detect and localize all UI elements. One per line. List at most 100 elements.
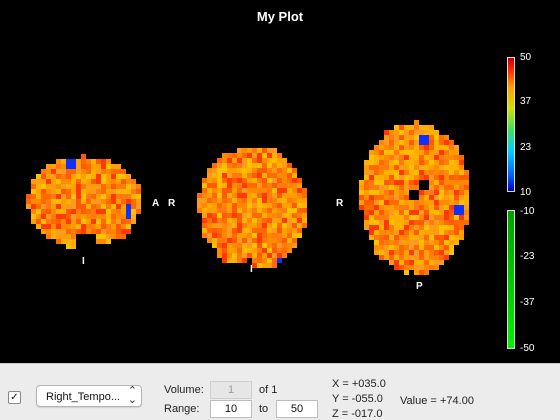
activation-voxel [419,255,424,260]
activation-voxel [414,150,419,155]
activation-voxel [262,253,267,258]
activation-voxel [449,235,454,240]
activation-voxel [272,213,277,218]
activation-voxel [384,135,389,140]
activation-voxel [116,214,121,219]
activation-voxel [252,208,257,213]
activation-voxel [404,265,409,270]
activation-voxel [257,218,262,223]
activation-voxel [459,230,464,235]
brain-viewer[interactable]: My Plot A I R I R P 50 37 23 10 -10 -23 … [0,0,560,363]
coronal-slice[interactable] [197,148,309,274]
activation-voxel [242,218,247,223]
activation-voxel [61,219,66,224]
activation-voxel [374,145,379,150]
activation-voxel [364,185,369,190]
activation-voxel [399,125,404,130]
activation-voxel [409,175,414,180]
activation-voxel [212,208,217,213]
activation-voxel [81,154,86,159]
activation-voxel [384,170,389,175]
activation-voxel [36,224,41,229]
activation-voxel [444,235,449,240]
activation-voxel [379,210,384,215]
activation-voxel [111,219,116,224]
activation-voxel [51,194,56,199]
activation-voxel [76,199,81,204]
activation-voxel [287,183,292,188]
activation-voxel [277,188,282,193]
range-max-field[interactable]: 50 [276,400,318,418]
activation-voxel [419,260,424,265]
activation-voxel [252,238,257,243]
activation-voxel [389,205,394,210]
activation-voxel [419,235,424,240]
activation-voxel [96,214,101,219]
activation-voxel [242,248,247,253]
activation-voxel [111,169,116,174]
activation-voxel [262,243,267,248]
activation-voxel [202,198,207,203]
activation-voxel [374,210,379,215]
activation-voxel [56,199,61,204]
sagittal-slice[interactable] [26,154,146,254]
activation-voxel [389,240,394,245]
activation-voxel [116,209,121,214]
activation-voxel [292,183,297,188]
activation-voxel [267,253,272,258]
activation-voxel [66,164,71,169]
activation-voxel [429,135,434,140]
activation-voxel [222,168,227,173]
activation-voxel [434,195,439,200]
activation-voxel [459,210,464,215]
activation-voxel [449,200,454,205]
activation-voxel [222,153,227,158]
activation-voxel [217,198,222,203]
axial-slice[interactable] [359,120,471,276]
activation-voxel [272,253,277,258]
activation-voxel [369,230,374,235]
activation-voxel [207,188,212,193]
activation-voxel [369,215,374,220]
activation-voxel [252,233,257,238]
overlay-select[interactable]: Right_Tempo... ⌃ ⌄ [36,385,142,407]
activation-voxel [434,190,439,195]
activation-voxel [424,190,429,195]
activation-voxel [262,148,267,153]
activation-voxel [106,189,111,194]
activation-voxel [116,189,121,194]
activation-voxel [297,178,302,183]
overlay-checkbox[interactable]: ✓ [8,391,21,404]
activation-voxel [434,130,439,135]
activation-voxel [444,135,449,140]
activation-voxel [46,164,51,169]
activation-voxel [384,140,389,145]
activation-voxel [262,238,267,243]
activation-voxel [31,209,36,214]
activation-voxel [359,190,364,195]
activation-voxel [91,209,96,214]
activation-voxel [116,169,121,174]
activation-voxel [111,234,116,239]
activation-voxel [237,193,242,198]
activation-voxel [394,170,399,175]
activation-voxel [212,178,217,183]
activation-voxel [414,175,419,180]
activation-voxel [136,189,141,194]
activation-voxel [222,213,227,218]
activation-voxel [409,265,414,270]
range-min-field[interactable]: 10 [210,400,252,418]
activation-voxel [212,198,217,203]
activation-voxel [86,214,91,219]
activation-voxel [277,228,282,233]
activation-voxel [121,184,126,189]
activation-voxel [439,135,444,140]
activation-voxel [292,228,297,233]
activation-voxel [247,213,252,218]
activation-voxel [434,180,439,185]
activation-voxel [247,223,252,228]
activation-voxel [237,223,242,228]
activation-voxel [247,208,252,213]
activation-voxel [202,213,207,218]
activation-voxel [76,209,81,214]
